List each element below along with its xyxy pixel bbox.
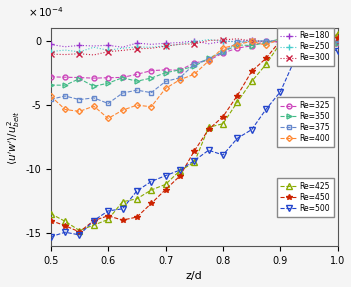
X-axis label: z/d: z/d: [186, 272, 203, 282]
Text: $\times\,10^{-4}$: $\times\,10^{-4}$: [28, 6, 64, 20]
Legend: Re=425, Re=450, Re=500: Re=425, Re=450, Re=500: [277, 178, 334, 216]
Y-axis label: $\langle u'w' \rangle/u^2_{belt}$: $\langle u'w' \rangle/u^2_{belt}$: [6, 110, 22, 165]
